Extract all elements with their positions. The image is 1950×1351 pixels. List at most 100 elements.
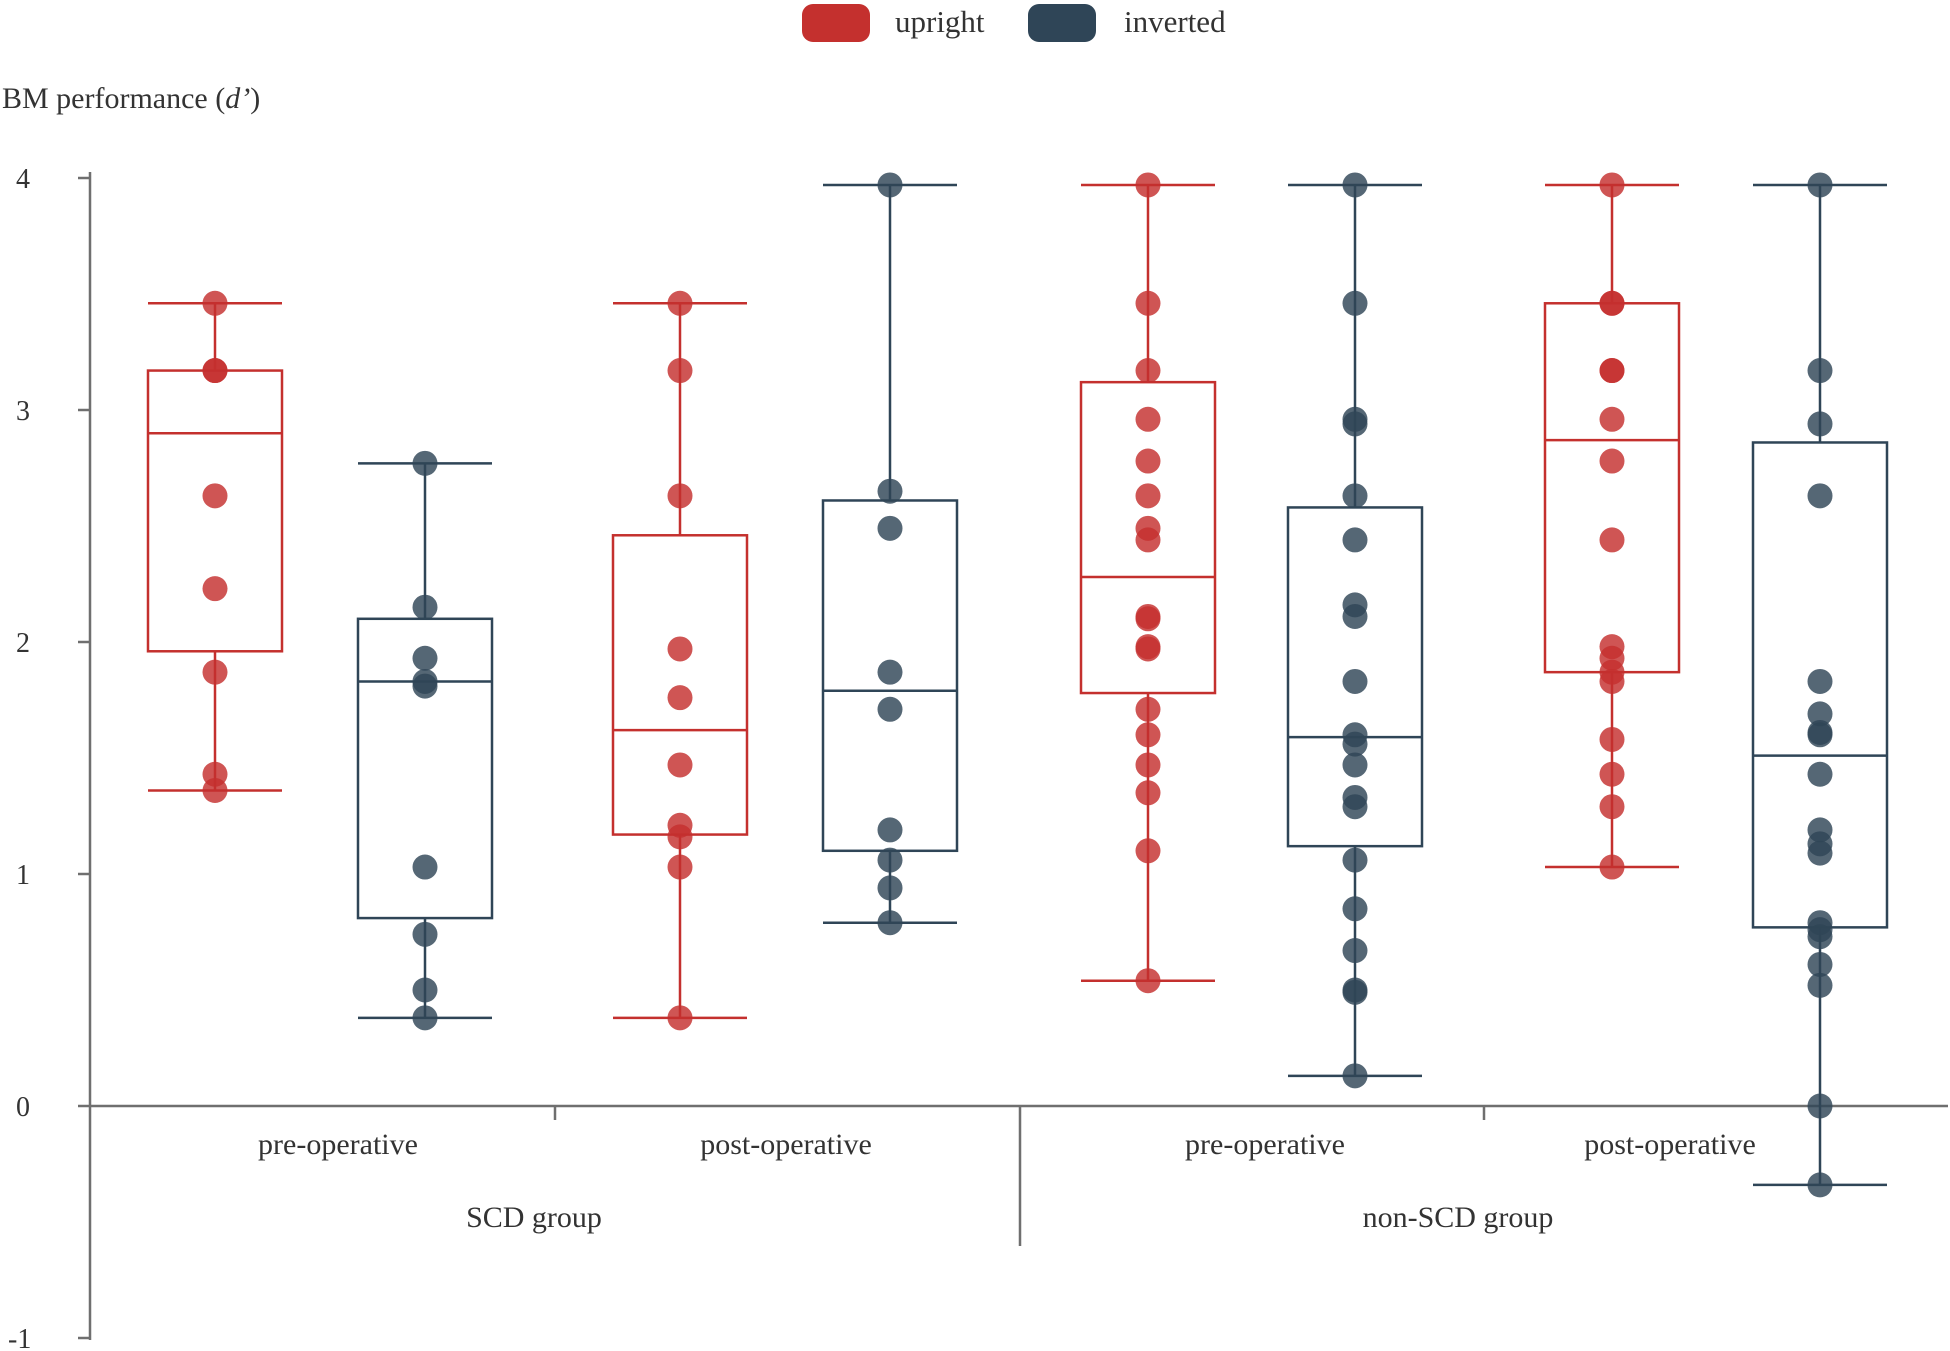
data-point — [1599, 527, 1625, 553]
plot-area — [146, 172, 1889, 1198]
data-point — [667, 636, 693, 662]
data-point — [1807, 701, 1833, 727]
data-point — [877, 659, 903, 685]
box-series-scd-post-upright — [611, 290, 749, 1031]
data-point — [1807, 972, 1833, 998]
data-point — [1135, 448, 1161, 474]
data-point — [1342, 290, 1368, 316]
y-ticks: 4 3 2 1 0 -1 — [8, 164, 90, 1351]
data-point — [1342, 603, 1368, 629]
iqr-box — [146, 369, 284, 653]
data-point — [1807, 840, 1833, 866]
box-series-nonscd-pre-inverted — [1286, 172, 1424, 1089]
box-series-scd-pre-inverted — [356, 450, 494, 1031]
data-point — [1807, 668, 1833, 694]
data-point — [1342, 411, 1368, 437]
data-point — [1342, 1063, 1368, 1089]
legend-swatch-inverted — [1028, 4, 1096, 42]
data-point — [1599, 668, 1625, 694]
data-point — [1807, 722, 1833, 748]
data-point — [1342, 979, 1368, 1005]
y-axis-label-italic: d’ — [225, 82, 250, 115]
data-point — [1135, 696, 1161, 722]
data-point — [1342, 896, 1368, 922]
data-point — [1342, 172, 1368, 198]
data-point — [877, 515, 903, 541]
data-point — [1807, 483, 1833, 509]
data-point — [1807, 951, 1833, 977]
data-point — [412, 977, 438, 1003]
data-point — [412, 1005, 438, 1031]
data-point — [877, 478, 903, 504]
y-axis-label-suffix: ) — [250, 82, 260, 115]
iqr-box — [611, 534, 749, 836]
category-label-nonscd-pre: pre-operative — [1185, 1128, 1345, 1161]
data-point — [877, 817, 903, 843]
data-point — [412, 594, 438, 620]
y-tick: 1 — [16, 860, 90, 891]
legend-label-upright: upright — [895, 4, 985, 39]
data-point — [1135, 290, 1161, 316]
category-label-scd-post: post-operative — [700, 1128, 872, 1161]
data-point — [667, 854, 693, 880]
data-point — [202, 777, 228, 803]
data-point — [1599, 290, 1625, 316]
y-tick: 0 — [16, 1092, 90, 1123]
data-point — [202, 483, 228, 509]
data-point — [1807, 761, 1833, 787]
y-tick: 3 — [16, 396, 90, 427]
data-point — [1599, 406, 1625, 432]
y-axis-label: BM performance (d’) — [2, 82, 260, 115]
group-label-scd: SCD group — [466, 1201, 602, 1234]
data-point — [412, 645, 438, 671]
data-point — [1342, 731, 1368, 757]
data-point — [877, 172, 903, 198]
data-point — [1599, 854, 1625, 880]
data-point — [1342, 527, 1368, 553]
y-axis-label-prefix: BM performance ( — [2, 82, 225, 115]
data-point — [667, 752, 693, 778]
y-tick-label: -1 — [8, 1324, 31, 1351]
data-point — [1599, 358, 1625, 384]
data-point — [1135, 968, 1161, 994]
data-point — [1807, 1172, 1833, 1198]
data-point — [1342, 483, 1368, 509]
category-label-nonscd-post: post-operative — [1584, 1128, 1756, 1161]
data-point — [202, 290, 228, 316]
data-point — [202, 576, 228, 602]
y-tick: 4 — [16, 164, 90, 195]
data-point — [1135, 636, 1161, 662]
data-point — [1135, 722, 1161, 748]
data-point — [1342, 794, 1368, 820]
data-point — [667, 1005, 693, 1031]
data-point — [1342, 847, 1368, 873]
data-point — [1342, 938, 1368, 964]
box-series-scd-post-inverted — [821, 172, 959, 936]
data-point — [667, 290, 693, 316]
data-point — [1342, 668, 1368, 694]
data-point — [1807, 1093, 1833, 1119]
y-tick: -1 — [8, 1324, 90, 1351]
box-series-nonscd-pre-upright — [1079, 172, 1217, 994]
data-point — [877, 847, 903, 873]
data-point — [412, 673, 438, 699]
box-series-scd-pre-upright — [146, 290, 284, 803]
y-tick-label: 4 — [16, 164, 30, 195]
y-tick-label: 3 — [16, 396, 30, 427]
data-point — [1599, 794, 1625, 820]
data-point — [1135, 527, 1161, 553]
data-point — [1135, 752, 1161, 778]
box-series-nonscd-post-upright — [1543, 172, 1681, 880]
data-point — [1599, 761, 1625, 787]
data-point — [1807, 358, 1833, 384]
data-point — [412, 450, 438, 476]
y-tick-label: 0 — [16, 1092, 30, 1123]
legend-swatch-upright — [802, 4, 870, 42]
data-point — [1599, 726, 1625, 752]
data-point — [1135, 606, 1161, 632]
y-tick: 2 — [16, 628, 90, 659]
data-point — [877, 875, 903, 901]
data-point — [1807, 924, 1833, 950]
data-point — [1599, 448, 1625, 474]
